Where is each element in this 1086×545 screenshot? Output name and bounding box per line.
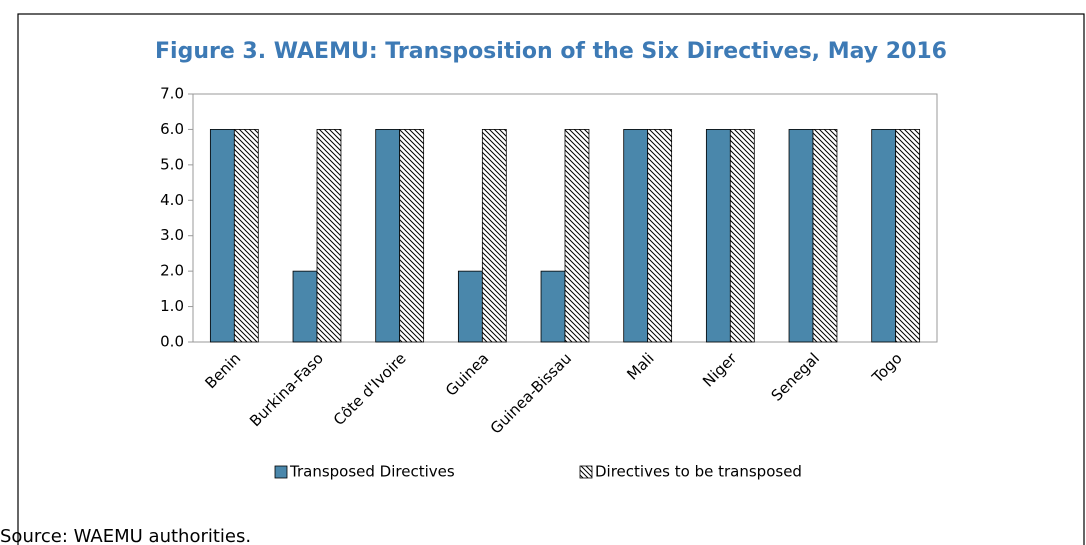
source-note: Source: WAEMU authorities. bbox=[0, 526, 251, 545]
x-tick-label: Benin bbox=[201, 349, 244, 392]
bar bbox=[481, 129, 507, 343]
bar bbox=[895, 129, 921, 343]
y-tick-label: 6.0 bbox=[160, 120, 184, 138]
legend-swatch bbox=[579, 465, 593, 479]
x-tick-label: Guinea-Bissau bbox=[487, 349, 575, 437]
x-tick-label: Togo bbox=[868, 349, 906, 387]
x-tick-label: Niger bbox=[699, 349, 741, 391]
bar bbox=[705, 129, 731, 343]
y-tick-label: 3.0 bbox=[160, 226, 184, 244]
bar bbox=[788, 129, 814, 343]
bar bbox=[564, 129, 590, 343]
x-tick-label: Mali bbox=[623, 349, 657, 383]
bar bbox=[812, 129, 838, 343]
bar bbox=[457, 270, 483, 343]
bar bbox=[233, 129, 259, 343]
y-tick-label: 7.0 bbox=[160, 85, 184, 103]
bar bbox=[375, 129, 401, 343]
y-tick-label: 5.0 bbox=[160, 155, 184, 173]
chart-title: Figure 3. WAEMU: Transposition of the Si… bbox=[155, 39, 947, 64]
bar bbox=[399, 129, 425, 343]
bar bbox=[209, 129, 235, 343]
y-tick-label: 0.0 bbox=[160, 333, 184, 351]
figure-frame bbox=[17, 13, 1085, 545]
x-tick-label: Côte d'Ivoire bbox=[330, 349, 410, 429]
x-tick-label: Senegal bbox=[768, 349, 823, 404]
y-tick-label: 1.0 bbox=[160, 297, 184, 315]
bar bbox=[729, 129, 755, 343]
y-tick-label: 4.0 bbox=[160, 191, 184, 209]
bar bbox=[623, 129, 649, 343]
legend-swatch bbox=[274, 465, 288, 479]
bar bbox=[292, 270, 318, 343]
bar bbox=[540, 270, 566, 343]
y-tick-label: 2.0 bbox=[160, 262, 184, 280]
bar bbox=[871, 129, 897, 343]
x-tick-label: Burkina-Faso bbox=[246, 349, 327, 430]
bar bbox=[316, 129, 342, 343]
legend-label: Transposed Directives bbox=[289, 463, 455, 481]
bar bbox=[647, 129, 673, 343]
legend-label: Directives to be transposed bbox=[595, 463, 802, 481]
x-tick-label: Guinea bbox=[442, 349, 492, 399]
